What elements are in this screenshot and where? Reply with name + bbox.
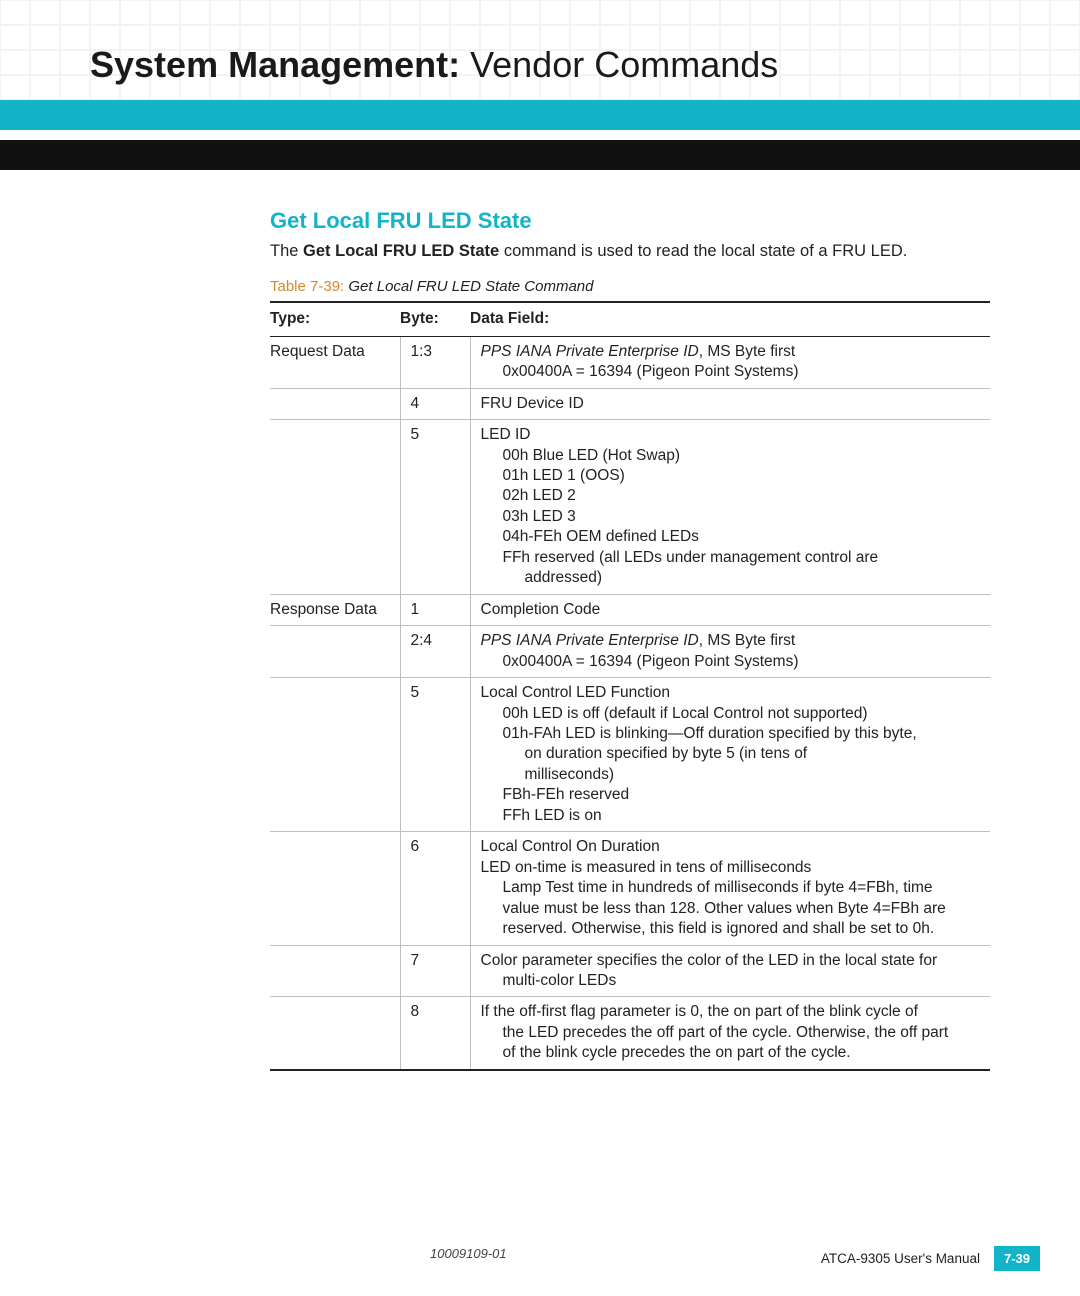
- table-row: 2:4PPS IANA Private Enterprise ID, MS By…: [270, 626, 990, 678]
- page-title: System Management: Vendor Commands: [90, 44, 778, 86]
- col-byte: Byte:: [400, 302, 470, 336]
- cell-byte: 4: [400, 388, 470, 419]
- table-row: Response Data1Completion Code: [270, 594, 990, 625]
- table-row: 8If the off-first flag parameter is 0, t…: [270, 997, 990, 1070]
- cell-data: Local Control LED Function00h LED is off…: [470, 678, 990, 832]
- page-title-bold: System Management:: [90, 44, 460, 85]
- table-row: 6Local Control On DurationLED on-time is…: [270, 832, 990, 945]
- cell-type: Request Data: [270, 336, 400, 388]
- command-table: Type: Byte: Data Field: Request Data1:3P…: [270, 301, 990, 1071]
- cell-type: [270, 420, 400, 595]
- section-heading: Get Local FRU LED State: [270, 208, 990, 234]
- table-row: 5LED ID00h Blue LED (Hot Swap)01h LED 1 …: [270, 420, 990, 595]
- cell-byte: 7: [400, 945, 470, 997]
- page-title-light: Vendor Commands: [460, 44, 778, 85]
- bar-black: [0, 140, 1080, 170]
- table-caption-label: Table 7-39:: [270, 278, 344, 295]
- cell-byte: 5: [400, 420, 470, 595]
- intro-pre: The: [270, 242, 303, 260]
- cell-type: [270, 997, 400, 1070]
- bar-gap: [0, 130, 1080, 140]
- table-caption-text: Get Local FRU LED State Command: [344, 278, 593, 295]
- table-row: 5Local Control LED Function00h LED is of…: [270, 678, 990, 832]
- cell-data: If the off-first flag parameter is 0, th…: [470, 997, 990, 1070]
- cell-data: Local Control On DurationLED on-time is …: [470, 832, 990, 945]
- cell-byte: 2:4: [400, 626, 470, 678]
- intro-post: command is used to read the local state …: [499, 242, 907, 260]
- cell-data: Color parameter specifies the color of t…: [470, 945, 990, 997]
- table-caption: Table 7-39: Get Local FRU LED State Comm…: [270, 278, 990, 295]
- cell-data: LED ID00h Blue LED (Hot Swap)01h LED 1 (…: [470, 420, 990, 595]
- cell-type: [270, 626, 400, 678]
- footer-doc-id: 10009109-01: [430, 1246, 507, 1261]
- cell-type: Response Data: [270, 594, 400, 625]
- page-number: 7-39: [994, 1246, 1040, 1271]
- table-row: 4FRU Device ID: [270, 388, 990, 419]
- content: Get Local FRU LED State The Get Local FR…: [270, 208, 990, 1071]
- intro-bold: Get Local FRU LED State: [303, 242, 499, 260]
- col-data: Data Field:: [470, 302, 990, 336]
- footer: 10009109-01 ATCA-9305 User's Manual 7-39: [0, 1246, 1080, 1270]
- cell-type: [270, 678, 400, 832]
- cell-byte: 1: [400, 594, 470, 625]
- cell-type: [270, 945, 400, 997]
- table-row: 7Color parameter specifies the color of …: [270, 945, 990, 997]
- cell-byte: 6: [400, 832, 470, 945]
- cell-type: [270, 832, 400, 945]
- footer-manual: ATCA-9305 User's Manual: [821, 1251, 980, 1266]
- col-type: Type:: [270, 302, 400, 336]
- intro-paragraph: The Get Local FRU LED State command is u…: [270, 240, 990, 262]
- cell-data: PPS IANA Private Enterprise ID, MS Byte …: [470, 626, 990, 678]
- header-bars: [0, 100, 1080, 170]
- bar-teal: [0, 100, 1080, 130]
- cell-type: [270, 388, 400, 419]
- cell-data: PPS IANA Private Enterprise ID, MS Byte …: [470, 336, 990, 388]
- footer-right: ATCA-9305 User's Manual 7-39: [821, 1246, 1040, 1271]
- cell-data: Completion Code: [470, 594, 990, 625]
- table-row: Request Data1:3PPS IANA Private Enterpri…: [270, 336, 990, 388]
- cell-byte: 8: [400, 997, 470, 1070]
- cell-data: FRU Device ID: [470, 388, 990, 419]
- cell-byte: 5: [400, 678, 470, 832]
- cell-byte: 1:3: [400, 336, 470, 388]
